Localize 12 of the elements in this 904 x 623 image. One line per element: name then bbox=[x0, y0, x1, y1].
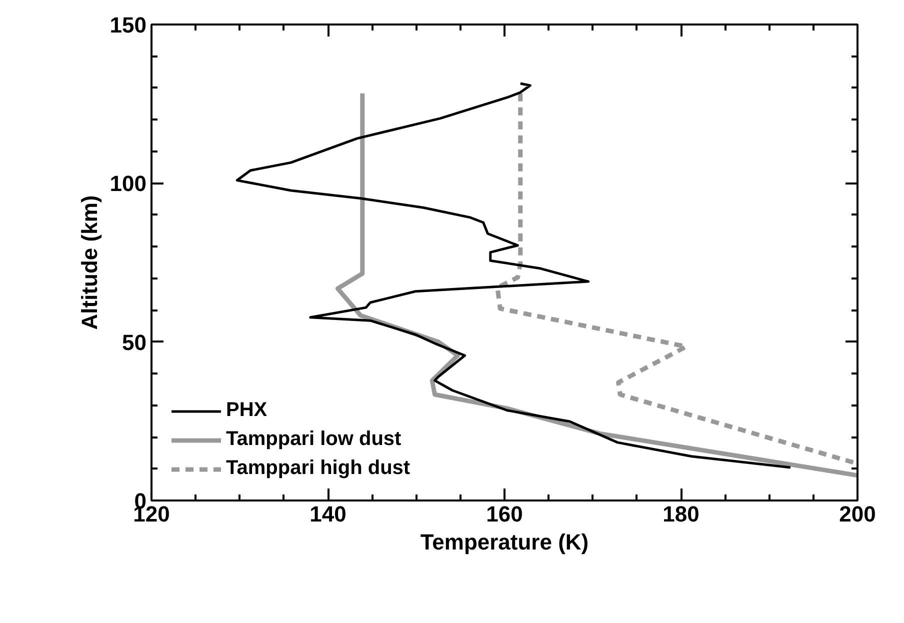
legend-label: PHX bbox=[226, 399, 268, 422]
x-tick-label: 180 bbox=[662, 502, 700, 526]
x-tick-label: 140 bbox=[310, 502, 346, 526]
legend-label: Tamppari low dust bbox=[226, 428, 402, 451]
y-axis-title: Altitude (km) bbox=[76, 195, 102, 330]
x-tick-label: 200 bbox=[839, 502, 876, 526]
y-tick-label: 150 bbox=[110, 12, 147, 38]
y-tick-label: 100 bbox=[110, 171, 147, 196]
x-tick-label: 160 bbox=[486, 502, 523, 526]
y-tick-label: 50 bbox=[122, 330, 147, 355]
legend-label: Tamppari high dust bbox=[226, 457, 410, 480]
x-axis-title: Temperature (K) bbox=[420, 530, 589, 554]
